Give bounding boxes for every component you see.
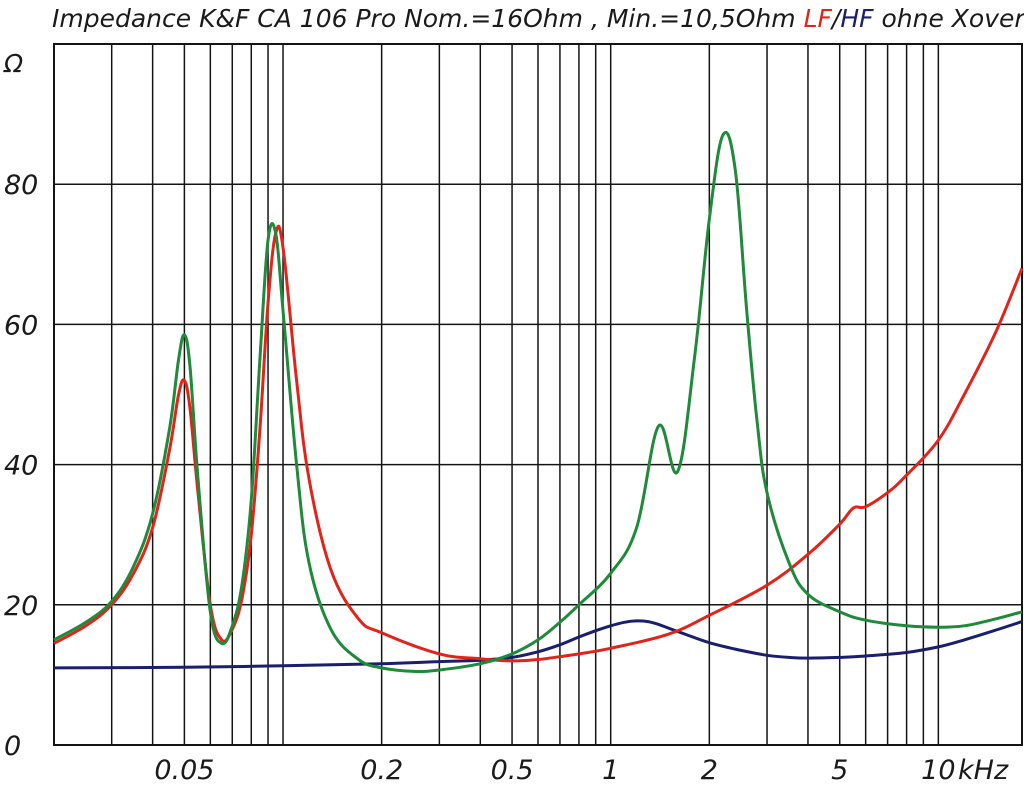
- x-tick-label-2: 0.5: [491, 755, 534, 781]
- title-part-0: Impedance K&F CA 106 Pro Nom.=16Ohm , Mi…: [52, 4, 804, 33]
- y-axis-unit-label: Ω: [3, 49, 23, 78]
- title-part-1: LF: [804, 4, 833, 33]
- plot-frame: [53, 43, 1023, 746]
- x-tick-label-5: 5: [831, 755, 848, 781]
- y-tick-label-3: 60: [4, 310, 38, 341]
- y-tick-label-1: 20: [4, 591, 38, 622]
- series-group: [53, 130, 1024, 674]
- series-line-2: [53, 130, 1023, 674]
- plot-border: [53, 43, 1023, 746]
- series-line-1: [53, 224, 1024, 663]
- series-line-0: [53, 619, 1023, 670]
- grid: [53, 43, 1022, 746]
- y-tick-label-0: 0: [4, 731, 21, 762]
- x-tick-label-0: 0.05: [154, 755, 214, 781]
- x-tick-label-4: 2: [701, 755, 718, 781]
- chart-title: Impedance K&F CA 106 Pro Nom.=16Ohm , Mi…: [52, 4, 1024, 33]
- x-tick-label-3: 1: [602, 755, 619, 781]
- x-tick-label-1: 0.2: [360, 755, 403, 781]
- y-tick-label-4: 80: [4, 170, 38, 201]
- title-part-4: ohne Xover: [874, 4, 1024, 33]
- x-axis-unit-label: kHz: [958, 755, 1009, 781]
- tick-labels: 0 20 40 60 80 0.05 0.2 0.5 1 2 5 10: [4, 170, 956, 785]
- title-part-3: HF: [840, 4, 874, 33]
- x-tick-label-6: 10: [921, 755, 955, 781]
- y-tick-label-2: 40: [4, 451, 38, 482]
- title-part-2: /: [830, 4, 843, 33]
